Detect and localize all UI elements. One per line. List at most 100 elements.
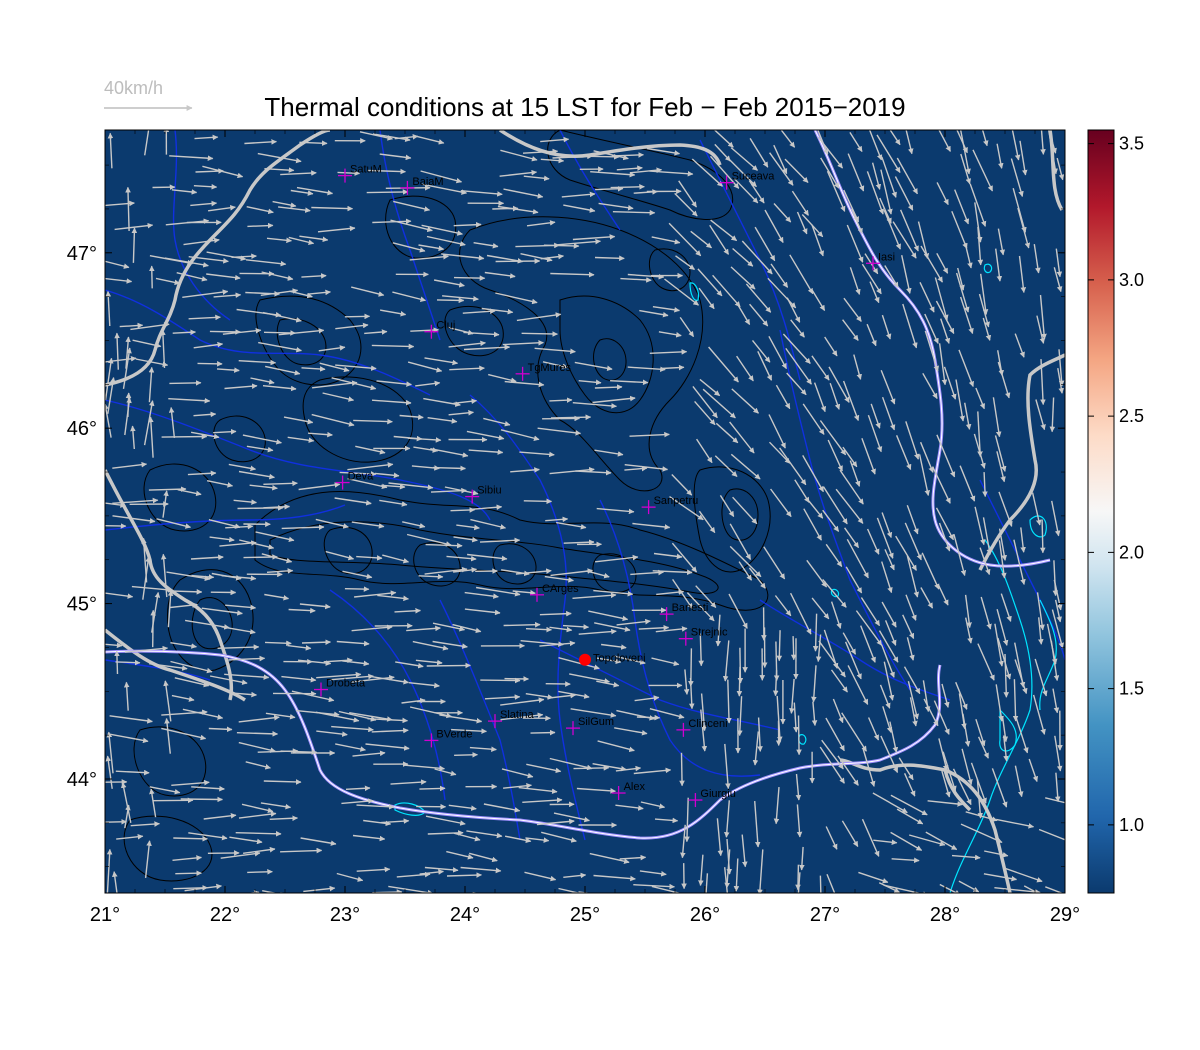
wind-arrow <box>563 872 587 879</box>
wind-arrow <box>448 340 486 348</box>
city-sanpetru[interactable]: Sanpetru <box>641 495 699 515</box>
wind-arrow <box>811 355 830 381</box>
wind-arrow <box>860 597 881 627</box>
wind-arrows <box>105 130 1065 893</box>
city-silgum[interactable]: SilGum <box>566 716 614 736</box>
wind-arrow <box>155 277 181 286</box>
wind-arrow <box>418 573 444 580</box>
wind-arrow <box>209 536 235 543</box>
wind-arrow <box>572 402 617 409</box>
wind-arrow <box>738 561 753 581</box>
wind-arrow <box>749 303 769 327</box>
wind-arrow <box>1013 539 1026 585</box>
wind-arrow <box>980 273 989 315</box>
wind-arrow <box>336 640 370 647</box>
wind-arrow <box>550 271 595 278</box>
wind-arrow <box>593 589 634 597</box>
wind-arrow <box>880 735 899 774</box>
wind-arrow <box>953 534 967 577</box>
wind-arrow <box>594 384 623 390</box>
wind-arrow <box>715 614 722 647</box>
wind-arrow <box>884 620 897 646</box>
city-sibiu[interactable]: Sibiu <box>465 485 502 504</box>
wind-arrow <box>919 441 934 473</box>
city-baiam[interactable]: BaiaM <box>400 176 444 195</box>
wind-arrow <box>231 253 257 260</box>
wind-arrow <box>640 801 666 809</box>
city-drobeta[interactable]: Drobeta <box>314 678 366 697</box>
wind-arrow <box>349 712 393 722</box>
wind-arrow <box>812 613 819 652</box>
wind-arrow <box>318 345 346 352</box>
wind-arrow <box>419 869 444 875</box>
wind-arrow <box>534 347 576 355</box>
city-iasi[interactable]: Iasi <box>866 251 895 271</box>
wind-arrow <box>849 132 863 152</box>
city-clinceni[interactable]: Clinceni <box>676 718 728 737</box>
wind-arrow <box>1058 349 1065 387</box>
wind-arrow <box>235 830 282 837</box>
wind-arrow <box>903 773 916 797</box>
wind-arrow <box>263 503 291 510</box>
wind-arrow <box>124 804 131 829</box>
wind-arrow <box>148 366 155 403</box>
wind-arrow <box>184 883 222 892</box>
wind-arrow <box>351 286 385 297</box>
city-giurgiu[interactable]: Giurgiu <box>688 788 736 808</box>
wind-arrow <box>246 206 274 215</box>
city-slatina[interactable]: Slatina <box>488 709 535 729</box>
wind-arrow <box>664 278 699 306</box>
wind-arrow <box>379 309 407 317</box>
wind-arrow <box>289 290 313 299</box>
wind-arrow <box>335 364 377 371</box>
wind-arrow <box>484 694 521 700</box>
wind-arrow <box>899 209 919 252</box>
wind-arrow <box>264 167 295 173</box>
city-carges[interactable]: CArges <box>530 583 579 602</box>
wind-arrow <box>403 764 445 772</box>
wind-arrow <box>364 329 388 335</box>
wind-arrow <box>202 165 244 179</box>
wind-arrow <box>866 171 884 215</box>
city-cluj[interactable]: Cluj <box>424 320 455 339</box>
wind-arrow <box>702 388 736 419</box>
wind-arrow <box>938 738 949 771</box>
wind-arrow <box>959 130 971 175</box>
wind-arrow <box>213 428 237 435</box>
city-satum[interactable]: SatuM <box>338 164 382 183</box>
wind-arrow <box>574 361 613 372</box>
wind-arrow <box>842 446 858 468</box>
x-tick-labels: 21° 22° 23° 24° 25° 26° 27° 28° 29° <box>90 904 1080 926</box>
wind-arrow <box>841 712 867 752</box>
wind-arrow <box>795 864 801 891</box>
wind-arrow <box>172 329 196 336</box>
wind-arrow <box>356 866 391 873</box>
wind-arrow <box>844 527 860 549</box>
wind-arrow <box>996 818 1035 829</box>
wind-arrow <box>427 417 458 424</box>
wind-arrow <box>1053 579 1063 611</box>
topoloveni-marker[interactable] <box>579 653 591 666</box>
city-suceava[interactable]: Suceava <box>719 171 776 190</box>
wind-arrow <box>969 183 987 227</box>
city-strejnic[interactable]: Strejnic <box>678 627 728 646</box>
wind-arrow <box>562 624 590 630</box>
wind-arrow <box>674 192 698 217</box>
wind-arrow <box>553 812 590 823</box>
wind-arrow <box>770 488 792 518</box>
wind-arrow <box>351 674 395 683</box>
wind-arrow <box>830 601 842 629</box>
wind-arrow <box>238 714 280 723</box>
city-banesti[interactable]: Banesti <box>659 602 709 622</box>
wind-arrow <box>889 721 899 753</box>
city-tgmures[interactable]: TgMures <box>515 362 572 381</box>
wind-arrow <box>779 447 807 486</box>
city-alex[interactable]: Alex <box>611 781 646 801</box>
wind-arrow <box>563 539 595 545</box>
city-bverde[interactable]: BVerde <box>424 728 472 748</box>
wind-arrow <box>938 522 951 552</box>
city-deva[interactable]: Deva <box>335 471 375 490</box>
wind-arrow <box>731 388 759 414</box>
wind-arrow <box>143 400 155 446</box>
wind-arrow <box>407 437 442 443</box>
